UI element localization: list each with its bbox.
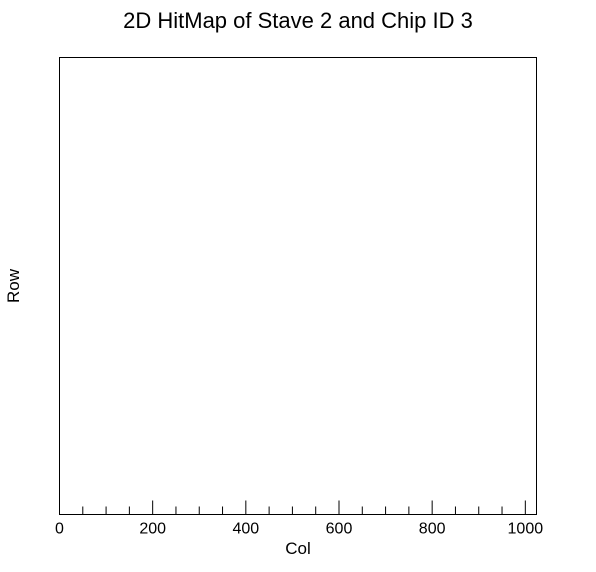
x-tick-label: 200 <box>139 521 166 538</box>
x-axis-ticks <box>59 500 526 515</box>
plot-frame <box>59 57 537 515</box>
x-tick-label: 0 <box>55 521 64 538</box>
x-tick-label: 600 <box>326 521 353 538</box>
x-tick-label: 800 <box>419 521 446 538</box>
x-tick-label: 1000 <box>508 521 544 538</box>
x-tick-label: 400 <box>232 521 259 538</box>
y-axis-label: Row <box>4 268 23 303</box>
x-axis-label: Col <box>285 539 311 558</box>
chart-title: 2D HitMap of Stave 2 and Chip ID 3 <box>123 8 473 33</box>
x-axis-tick-labels: 0 200 400 600 800 1000 <box>55 521 543 538</box>
